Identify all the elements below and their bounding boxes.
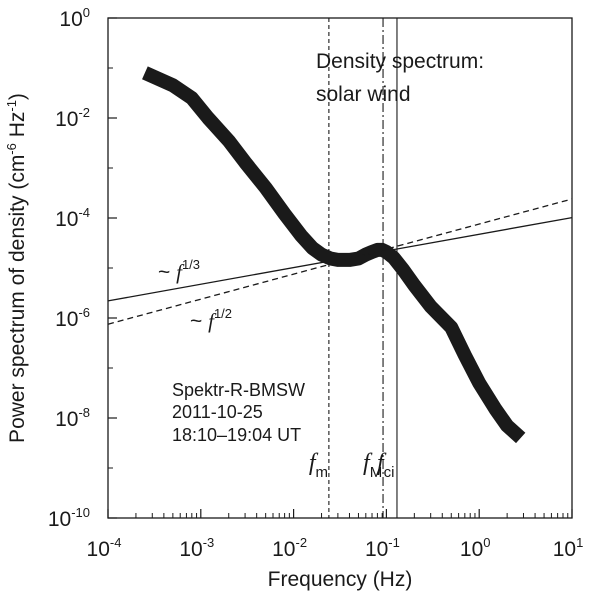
info-date: 2011-10-25	[172, 402, 263, 422]
y-tick-label: 10-4	[55, 205, 90, 231]
marker-label-M: fM	[363, 450, 382, 481]
x-tick-label: 10-4	[87, 535, 122, 561]
y-tick-label: 10-6	[55, 305, 90, 331]
y-tick-label: 10-8	[55, 405, 90, 431]
x-axis-label: Frequency (Hz)	[268, 568, 413, 591]
series-lines	[107, 66, 573, 444]
x-tick-label: 101	[553, 535, 584, 561]
axis-ticks: 10-4 10-3 10-2 10-1 100 101 10-10 10-8 10-6 10-4 1…	[48, 5, 583, 561]
y-tick-label: 100	[59, 5, 90, 31]
chart-title-line2: solar wind	[316, 83, 411, 106]
info-time: 18:10–19:04 UT	[172, 425, 301, 445]
series-line-1	[107, 216, 573, 302]
x-tick-label: 10-3	[179, 535, 214, 561]
fit-label-one-half: ~ f1/2	[190, 306, 232, 333]
y-tick-label: 10-10	[48, 505, 90, 531]
series-line-0	[142, 66, 526, 444]
x-tick-label: 100	[460, 535, 491, 561]
marker-label-ci: fci	[377, 450, 395, 481]
x-tick-label: 10-2	[272, 535, 307, 561]
y-tick-label: 10-2	[55, 105, 90, 131]
series-line-2	[107, 198, 573, 325]
chart-title-line1: Density spectrum:	[316, 50, 484, 73]
x-tick-label: 10-1	[365, 535, 400, 561]
fit-label-one-third: ~ f1/3	[158, 257, 200, 284]
marker-label-m: fm	[309, 450, 328, 481]
info-spacecraft: Spektr-R-BMSW	[172, 380, 305, 400]
y-axis-label: Power spectrum of density (cm-6 Hz-1)	[4, 93, 29, 443]
